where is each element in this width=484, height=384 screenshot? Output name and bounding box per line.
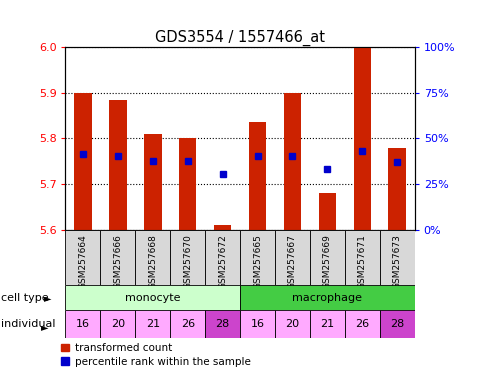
- Text: monocyte: monocyte: [125, 293, 180, 303]
- Bar: [213, 225, 231, 230]
- Text: 28: 28: [389, 319, 404, 329]
- Text: 21: 21: [319, 319, 334, 329]
- Text: GSM257667: GSM257667: [287, 234, 296, 289]
- Bar: [240, 285, 414, 310]
- Text: GSM257671: GSM257671: [357, 234, 366, 289]
- Bar: [170, 230, 205, 285]
- Bar: [248, 122, 266, 230]
- Text: ►: ►: [41, 323, 49, 333]
- Bar: [65, 230, 100, 285]
- Text: 26: 26: [180, 319, 195, 329]
- Title: GDS3554 / 1557466_at: GDS3554 / 1557466_at: [155, 30, 324, 46]
- Text: GSM257668: GSM257668: [148, 234, 157, 289]
- Bar: [344, 310, 379, 338]
- Bar: [135, 230, 170, 285]
- Text: GSM257670: GSM257670: [183, 234, 192, 289]
- Text: 28: 28: [215, 319, 229, 329]
- Bar: [309, 310, 344, 338]
- Text: macrophage: macrophage: [292, 293, 362, 303]
- Text: 16: 16: [250, 319, 264, 329]
- Text: 26: 26: [354, 319, 369, 329]
- Text: 20: 20: [110, 319, 125, 329]
- Bar: [100, 230, 135, 285]
- Text: individual: individual: [1, 319, 55, 329]
- Bar: [240, 310, 274, 338]
- Bar: [170, 310, 205, 338]
- Bar: [379, 310, 414, 338]
- Bar: [135, 310, 170, 338]
- Bar: [388, 147, 405, 230]
- Legend: transformed count, percentile rank within the sample: transformed count, percentile rank withi…: [61, 343, 250, 367]
- Bar: [109, 100, 126, 230]
- Bar: [100, 310, 135, 338]
- Bar: [274, 310, 309, 338]
- Bar: [283, 93, 301, 230]
- Text: 21: 21: [145, 319, 160, 329]
- Bar: [65, 310, 100, 338]
- Bar: [205, 310, 240, 338]
- Text: cell type: cell type: [1, 293, 48, 303]
- Text: GSM257665: GSM257665: [253, 234, 261, 289]
- Bar: [318, 193, 335, 230]
- Text: ►: ►: [44, 293, 51, 303]
- Bar: [179, 139, 196, 230]
- Bar: [379, 230, 414, 285]
- Text: GSM257669: GSM257669: [322, 234, 331, 289]
- Bar: [65, 285, 240, 310]
- Text: GSM257673: GSM257673: [392, 234, 401, 289]
- Bar: [309, 230, 344, 285]
- Bar: [344, 230, 379, 285]
- Text: GSM257666: GSM257666: [113, 234, 122, 289]
- Bar: [74, 93, 91, 230]
- Bar: [353, 47, 370, 230]
- Text: GSM257664: GSM257664: [78, 234, 87, 289]
- Bar: [144, 134, 161, 230]
- Text: GSM257672: GSM257672: [218, 234, 227, 289]
- Bar: [205, 230, 240, 285]
- Text: 16: 16: [76, 319, 90, 329]
- Bar: [274, 230, 309, 285]
- Text: 20: 20: [285, 319, 299, 329]
- Bar: [240, 230, 274, 285]
